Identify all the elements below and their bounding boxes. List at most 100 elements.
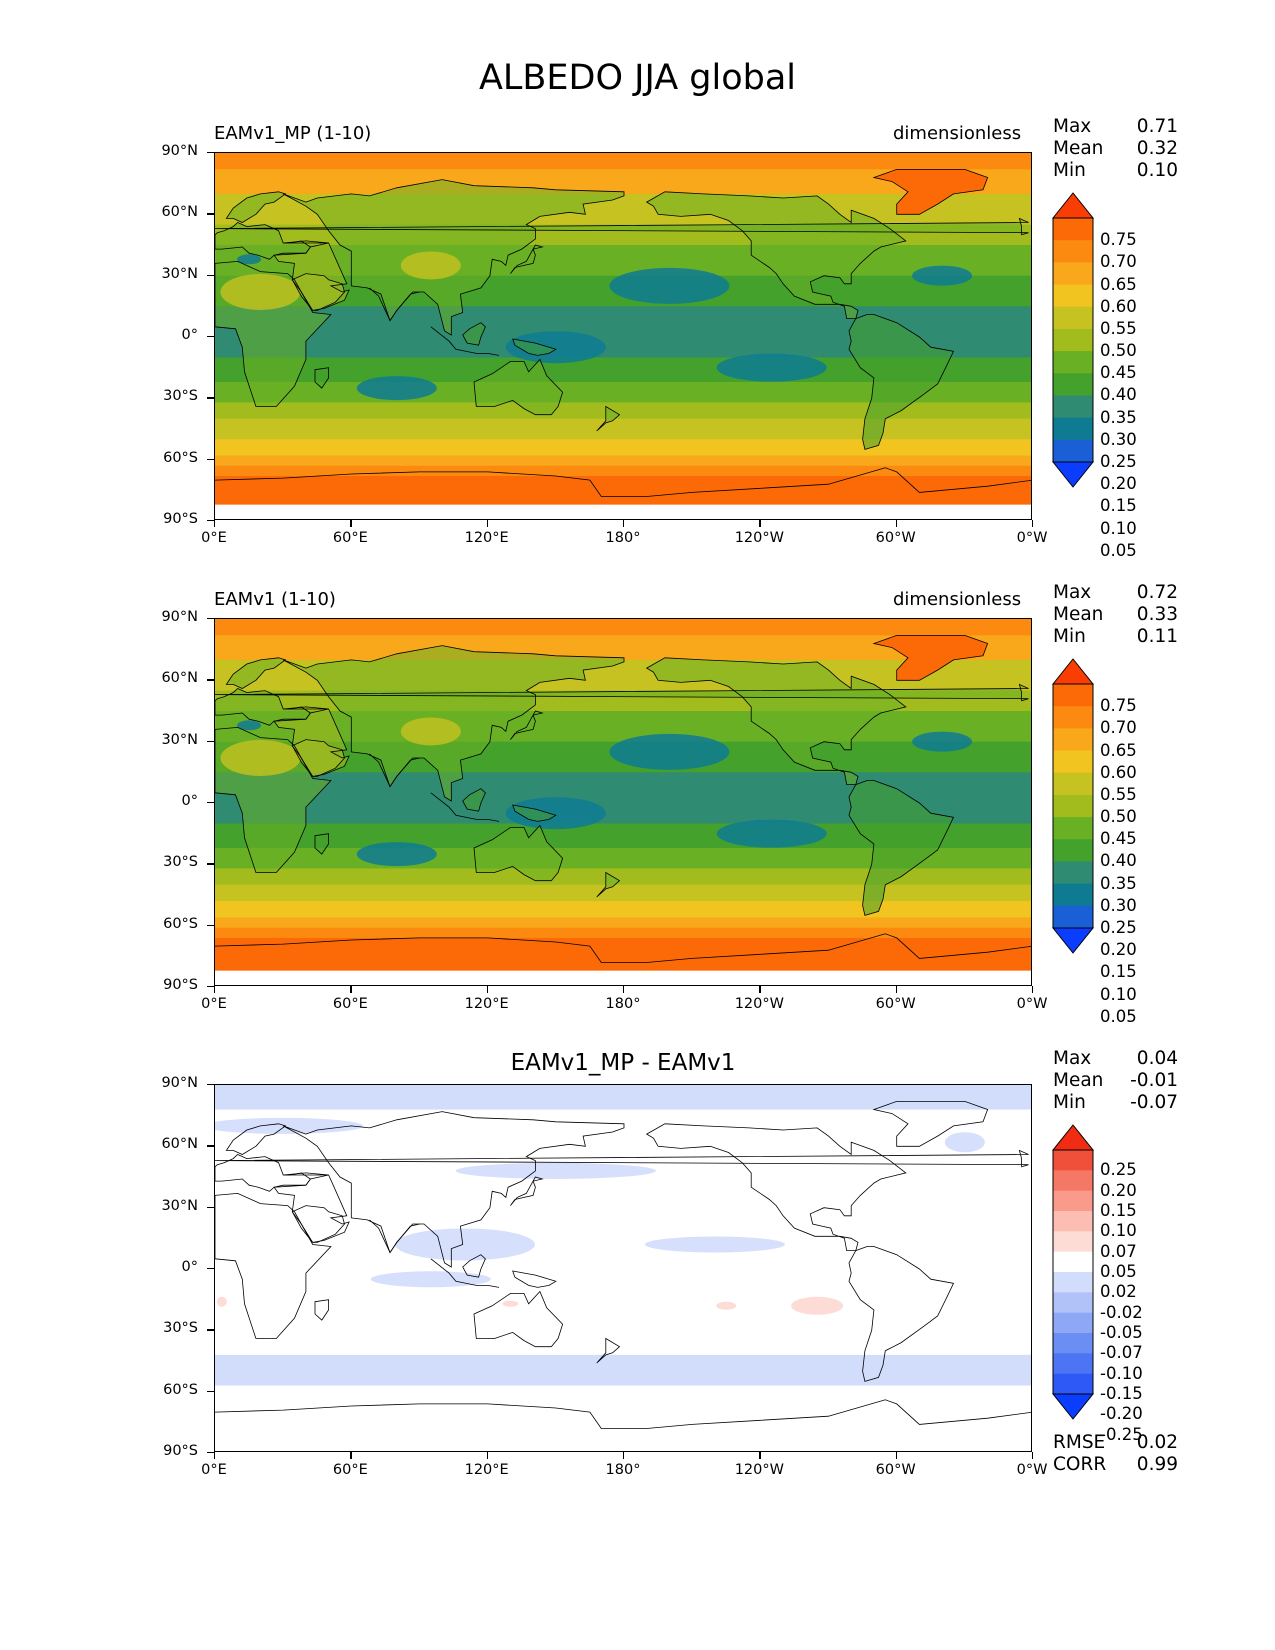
x-tick-label: 0°W	[1016, 530, 1048, 546]
stat-min-label: Min	[1053, 626, 1086, 647]
coastline-africa	[215, 726, 332, 873]
stat-max-label: Max	[1053, 582, 1092, 603]
albedo-field-map	[215, 153, 1031, 519]
colorbar	[1051, 192, 1095, 488]
x-tick-mark	[350, 986, 352, 993]
colorbar-tick-label: 0.10	[1100, 1221, 1137, 1241]
y-tick-label: 90°S	[163, 1443, 198, 1459]
colorbar-segment-3	[1053, 1211, 1093, 1232]
rmse-label: RMSE	[1053, 1432, 1106, 1453]
stat-mean-label: Mean	[1053, 1070, 1104, 1091]
x-tick-label: 120°E	[464, 1462, 509, 1478]
coastline-india	[369, 1219, 420, 1254]
colorbar-tick-label: 0.55	[1100, 318, 1137, 338]
x-tick-label: 60°W	[875, 1462, 916, 1478]
colorbar-frame	[1052, 217, 1094, 463]
y-tick-label: 90°S	[163, 977, 198, 993]
colorbar-segment-3	[1053, 284, 1093, 308]
y-tick-label: 0°	[181, 1259, 198, 1275]
zonal-band-14	[215, 476, 1031, 506]
panel-center-title: EAMv1_MP - EAMv1	[510, 1050, 736, 1076]
colorbar-tick-label: -0.07	[1100, 1343, 1143, 1363]
y-tick-mark	[207, 152, 214, 154]
coastline-africa	[215, 260, 332, 407]
y-tick-mark	[207, 397, 214, 399]
x-tick-label: 180°	[605, 1462, 641, 1478]
colorbar	[1051, 1124, 1095, 1420]
panel-units-label: dimensionless	[893, 589, 1022, 610]
low-albedo-patch-0	[609, 733, 730, 770]
y-tick-mark	[207, 802, 214, 804]
coastline-madagascar	[314, 1299, 329, 1321]
neg-patch-4	[370, 1271, 491, 1288]
colorbar-segment-9	[1053, 1333, 1093, 1354]
colorbar-tick-label: 0.75	[1100, 230, 1137, 250]
zonal-band-13	[215, 927, 1031, 939]
x-tick-mark	[350, 1452, 352, 1459]
y-tick-label: 30°S	[163, 854, 198, 871]
stat-max-label: Max	[1053, 1048, 1092, 1069]
coastline-asia2	[283, 179, 625, 336]
x-tick-label: 60°E	[332, 1462, 368, 1478]
land-borneo	[462, 788, 486, 812]
colorbar-tick-label: 0.15	[1100, 962, 1137, 982]
coastline-japan	[510, 244, 544, 274]
colorbar-tick-label: 0.20	[1100, 474, 1137, 494]
stat-min-value: -0.07	[1130, 1092, 1178, 1113]
coastline-nz	[596, 1337, 621, 1364]
x-tick-label: 0°E	[201, 996, 227, 1012]
coastline-asia	[273, 1172, 350, 1243]
y-tick-label: 60°N	[161, 670, 198, 687]
colorbar-segment-4	[1053, 772, 1093, 796]
y-tick-label: 30°N	[161, 1197, 198, 1214]
panel-test: EAMv1_MP (1-10) dimensionless 90°N 60°N 30…	[0, 0, 1275, 560]
zonal-band-9	[215, 868, 1031, 886]
colorbar-tick-label: 0.60	[1100, 296, 1137, 316]
coastline-india	[369, 287, 420, 322]
coastline-namer	[645, 657, 907, 786]
colorbar-tick-label: 0.45	[1100, 363, 1137, 383]
coastline-madagascar	[314, 367, 329, 389]
stat-mean-value: 0.32	[1136, 138, 1178, 159]
x-tick-mark	[623, 1452, 625, 1459]
coastline-uk	[215, 1149, 1029, 1168]
stat-mean-value: 0.33	[1136, 604, 1178, 625]
y-tick-label: 30°N	[161, 731, 198, 748]
low-albedo-patch-1	[505, 797, 606, 830]
x-tick-label: 0°E	[201, 530, 227, 546]
zonal-band-12	[215, 455, 1031, 467]
y-tick-label: 90°N	[161, 609, 198, 625]
neg-band-1	[215, 1354, 1031, 1386]
x-tick-mark	[759, 1452, 761, 1459]
zonal-band-12	[215, 917, 1031, 929]
x-tick-mark	[623, 986, 625, 993]
zonal-band-0	[215, 153, 1031, 170]
figure-title: ALBEDO JJA global	[478, 58, 797, 98]
panel-units-label: dimensionless	[893, 123, 1022, 144]
panel-ref: EAMv1 (1-10) dimensionless 90°N 60°N 30°N 0…	[161, 582, 1178, 1024]
land-newguinea	[512, 339, 556, 356]
x-tick-mark	[350, 520, 352, 527]
coastline-africa	[215, 1192, 332, 1339]
y-tick-mark	[207, 863, 214, 865]
colorbar-tick-label: 0.70	[1100, 252, 1137, 272]
x-tick-label: 60°W	[875, 996, 916, 1012]
coastline-samer	[848, 780, 955, 916]
coastline-india	[369, 753, 420, 788]
colorbar-segment-7	[1053, 1292, 1093, 1314]
colorbar-segment-3	[1053, 750, 1093, 774]
y-tick-mark	[207, 1084, 214, 1086]
stat-max-label: Max	[1053, 116, 1092, 137]
colorbar-segment-5	[1053, 1251, 1093, 1273]
neg-band-0	[215, 1085, 1031, 1110]
colorbar-tick-label: -0.15	[1100, 1384, 1143, 1403]
coastline-newguinea	[512, 804, 557, 822]
land-samer	[849, 314, 954, 450]
colorbar-tick-label: 0.10	[1100, 518, 1137, 538]
coastline-namer	[645, 191, 907, 320]
neg-patch-0	[215, 1117, 364, 1134]
y-tick-mark	[207, 679, 214, 681]
x-tick-mark	[486, 986, 488, 993]
colorbar-tick-label: 0.40	[1100, 385, 1137, 405]
coastline-antarctic	[215, 1399, 1031, 1429]
